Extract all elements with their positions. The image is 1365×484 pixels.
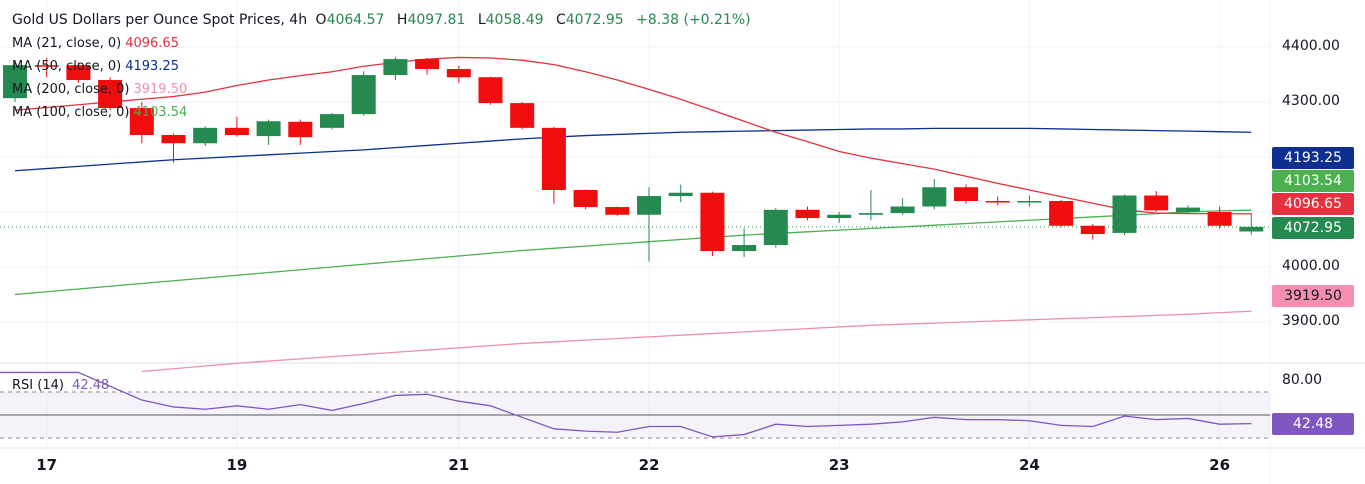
low-label: L bbox=[477, 12, 486, 28]
x-tick-label: 19 bbox=[226, 456, 248, 474]
candle-body bbox=[1112, 195, 1137, 233]
indicator-label: MA (200, close, 0) bbox=[12, 82, 130, 97]
indicator-value: 4193.25 bbox=[125, 59, 179, 74]
candle-body bbox=[732, 245, 757, 252]
ohlc-low: L4058.49 bbox=[478, 12, 548, 28]
candle-body bbox=[256, 121, 281, 137]
change-value: +8.38 (+0.21%) bbox=[636, 12, 751, 28]
candle-body bbox=[34, 65, 59, 67]
candle-body bbox=[161, 135, 186, 144]
candle-body bbox=[129, 108, 154, 135]
candle-body bbox=[351, 75, 376, 115]
candle-body bbox=[573, 190, 598, 208]
x-tick-label: 24 bbox=[1018, 456, 1040, 474]
ma50-line bbox=[14, 127, 1252, 172]
indicator-legend-item[interactable]: MA (50, close, 0) 4193.25 bbox=[12, 59, 183, 74]
ma200-line bbox=[141, 310, 1252, 373]
candle-body bbox=[1144, 195, 1169, 211]
rsi-line bbox=[0, 371, 1252, 438]
candle-body bbox=[890, 206, 915, 214]
x-tick-label: 26 bbox=[1209, 456, 1231, 474]
candle-body bbox=[1049, 201, 1074, 226]
candle-body bbox=[1017, 201, 1042, 203]
indicator-legend-item[interactable]: MA (21, close, 0) 4096.65 bbox=[12, 36, 183, 51]
candle-body bbox=[637, 196, 661, 215]
indicator-value: 4096.65 bbox=[125, 36, 179, 51]
indicator-value: 4103.54 bbox=[133, 105, 188, 120]
rsi-legend: RSI (14) 42.48 bbox=[12, 378, 113, 393]
candle-body bbox=[1239, 226, 1264, 232]
indicator-label: MA (21, close, 0) bbox=[12, 36, 122, 51]
last-price-tag: 4072.95 bbox=[1272, 217, 1354, 239]
x-tick-label: 17 bbox=[36, 456, 58, 474]
open-value: 4064.57 bbox=[326, 12, 385, 28]
candle-body bbox=[1080, 225, 1105, 234]
indicator-legend-item[interactable]: MA (100, close, 0) 4103.54 bbox=[12, 105, 191, 120]
x-tick-label: 22 bbox=[638, 456, 660, 474]
ohlc-open: O4064.57 bbox=[316, 12, 389, 28]
rsi-value-tag: 42.48 bbox=[1272, 413, 1354, 435]
y-tick-label: 4000.00 bbox=[1282, 258, 1340, 274]
candle-body bbox=[3, 65, 27, 99]
candle-body bbox=[66, 65, 91, 80]
candle-body bbox=[193, 127, 218, 144]
high-label: H bbox=[396, 12, 408, 28]
candle-body bbox=[795, 209, 820, 219]
ma100-price-tag: 4103.54 bbox=[1272, 170, 1354, 192]
indicator-label: MA (100, close, 0) bbox=[12, 105, 130, 120]
ma21-price-tag: 4096.65 bbox=[1272, 193, 1354, 215]
ma200-price-tag: 3919.50 bbox=[1272, 285, 1354, 307]
x-tick-label: 23 bbox=[828, 456, 850, 474]
indicator-value: 3919.50 bbox=[133, 82, 188, 97]
ohlc-close: C4072.95 bbox=[556, 12, 628, 28]
open-label: O bbox=[315, 12, 327, 28]
candle-body bbox=[383, 59, 408, 76]
candle-body bbox=[98, 80, 123, 109]
candle-body bbox=[858, 213, 883, 215]
ohlc-high: H4097.81 bbox=[397, 12, 469, 28]
candle-body bbox=[1175, 207, 1200, 212]
candle-body bbox=[763, 209, 788, 245]
candle-body bbox=[541, 127, 566, 190]
rsi-value: 42.48 bbox=[72, 378, 110, 393]
ma21-line bbox=[14, 56, 1252, 215]
symbol-title: Gold US Dollars per Ounce Spot Prices, 4… bbox=[12, 12, 308, 28]
candle-body bbox=[288, 121, 313, 138]
ma100-line bbox=[14, 209, 1252, 296]
y-tick-label: 4300.00 bbox=[1282, 93, 1340, 109]
candle-body bbox=[320, 114, 344, 128]
rsi-label: RSI (14) bbox=[12, 378, 64, 393]
candle-body bbox=[605, 207, 630, 215]
candle-body bbox=[954, 187, 978, 201]
candle-body bbox=[478, 77, 503, 104]
candle-body bbox=[827, 214, 852, 219]
candle-body bbox=[700, 192, 725, 252]
close-value: 4072.95 bbox=[565, 12, 624, 28]
candle-body bbox=[415, 59, 440, 69]
close-label: C bbox=[555, 12, 566, 28]
candle-body bbox=[224, 127, 249, 135]
low-value: 4058.49 bbox=[485, 12, 544, 28]
chart-header: Gold US Dollars per Ounce Spot Prices, 4… bbox=[12, 12, 755, 28]
high-value: 4097.81 bbox=[407, 12, 466, 28]
y-tick-label: 3900.00 bbox=[1282, 313, 1340, 329]
candle-body bbox=[668, 192, 693, 197]
indicator-legend-item[interactable]: MA (200, close, 0) 3919.50 bbox=[12, 82, 191, 97]
candle-body bbox=[510, 103, 535, 128]
rsi-tick-label: 80.00 bbox=[1282, 371, 1323, 388]
candle-body bbox=[446, 69, 471, 78]
candle-body bbox=[922, 187, 947, 207]
x-tick-label: 21 bbox=[448, 456, 470, 474]
candle-body bbox=[985, 201, 1010, 203]
indicator-label: MA (50, close, 0) bbox=[12, 59, 122, 74]
ma50-price-tag: 4193.25 bbox=[1272, 147, 1354, 169]
candle-body bbox=[1207, 212, 1232, 226]
y-tick-label: 4400.00 bbox=[1282, 38, 1340, 54]
